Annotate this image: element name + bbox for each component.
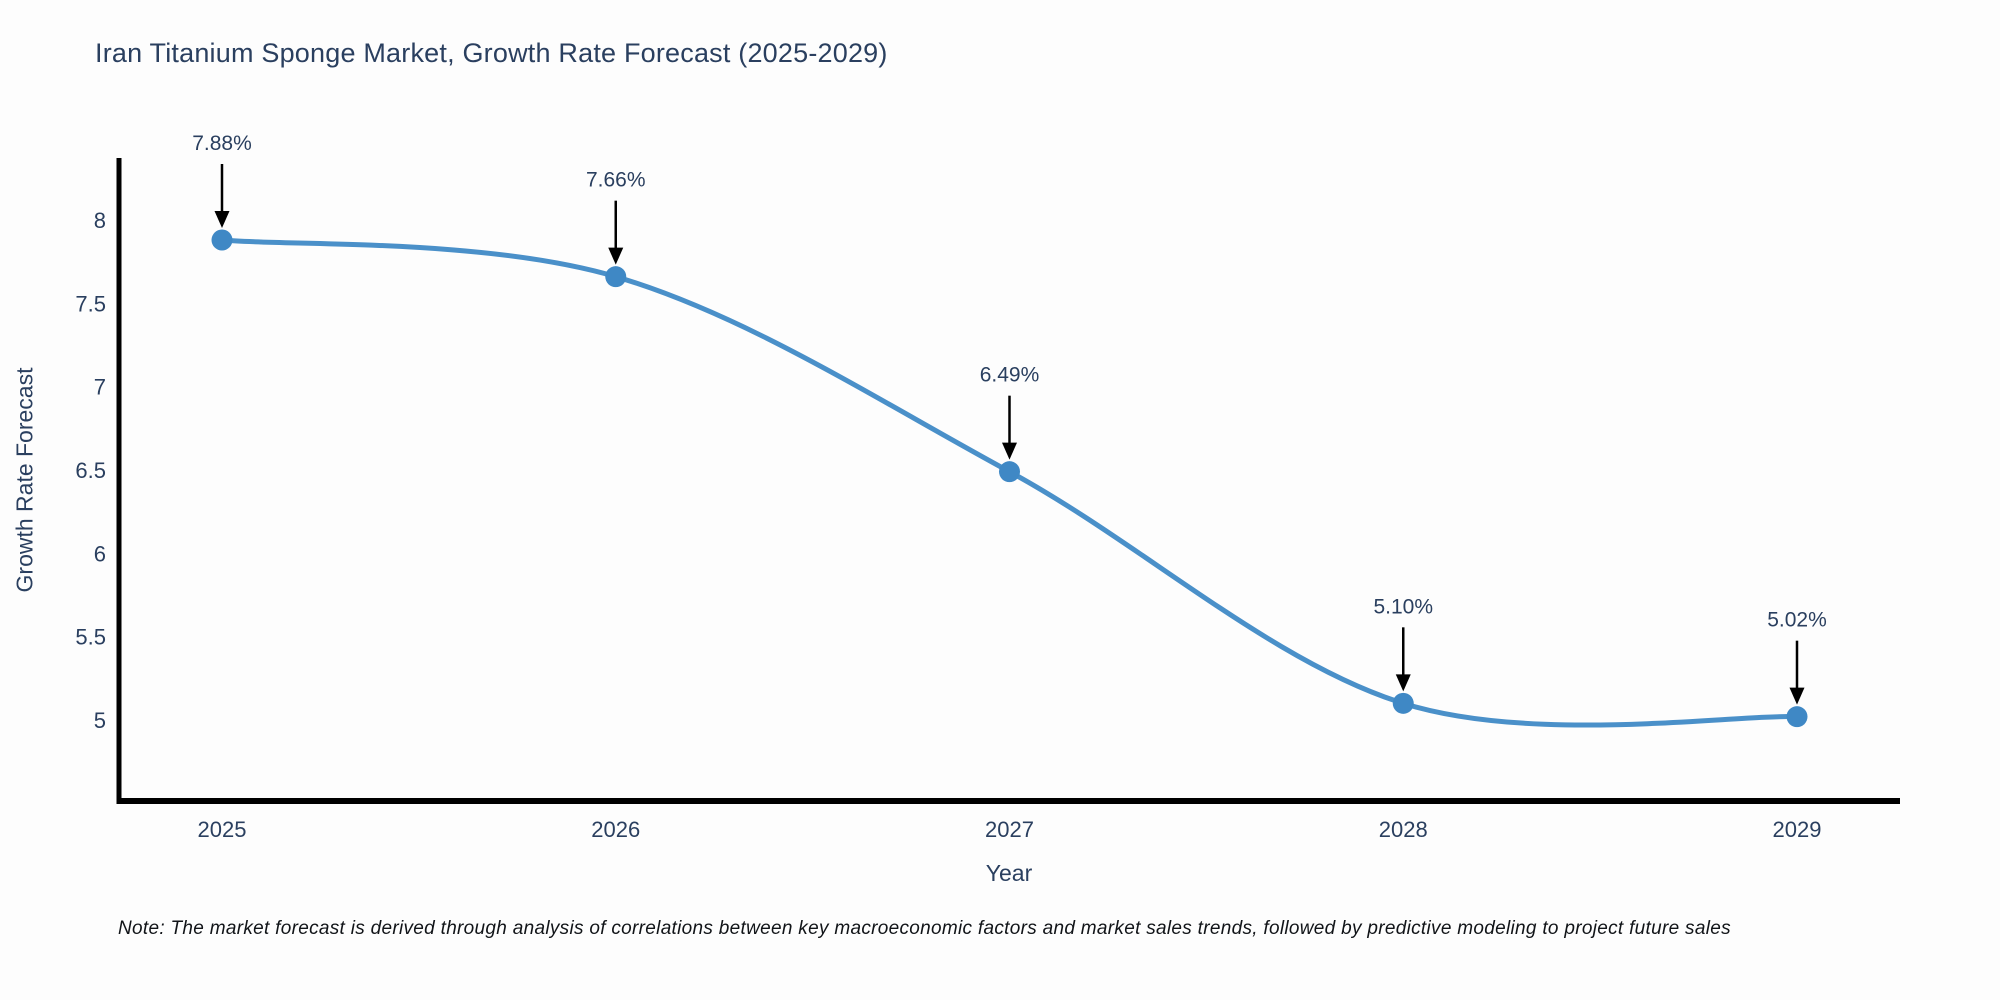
footnote: Note: The market forecast is derived thr… [118, 918, 1731, 939]
annotation-arrow-head [608, 247, 624, 265]
data-point-label: 5.10% [1373, 595, 1433, 618]
data-point-marker [1392, 692, 1414, 714]
y-tick-label: 7.5 [75, 291, 106, 316]
x-tick-label: 2027 [985, 817, 1034, 842]
x-axis-title: Year [985, 860, 1033, 886]
chart-title: Iran Titanium Sponge Market, Growth Rate… [95, 38, 888, 68]
data-point-label: 7.66% [586, 169, 646, 192]
y-tick-label: 6.5 [75, 458, 106, 483]
x-tick-label: 2026 [591, 817, 640, 842]
annotation-arrow-head [1395, 674, 1411, 692]
annotation-arrow-head [1002, 442, 1017, 460]
y-tick-label: 5.5 [75, 625, 106, 650]
annotation-arrow-head [214, 211, 230, 228]
data-point-label: 6.49% [980, 364, 1040, 387]
data-point-marker [999, 461, 1020, 483]
annotation-arrow-head [1789, 687, 1805, 705]
x-tick-label: 2025 [198, 817, 247, 842]
y-tick-label: 7 [94, 375, 106, 400]
y-tick-label: 8 [94, 208, 106, 233]
y-tick-label: 5 [94, 708, 106, 733]
data-point-label: 7.88% [192, 132, 252, 155]
series-line [219, 237, 1800, 728]
x-tick-label: 2028 [1379, 817, 1428, 842]
data-point-marker [605, 266, 627, 288]
x-tick-label: 2029 [1773, 817, 1822, 842]
data-point-label: 5.02% [1767, 609, 1827, 632]
y-tick-label: 6 [94, 541, 106, 566]
data-point-marker [211, 229, 233, 251]
data-point-marker [1786, 706, 1808, 728]
